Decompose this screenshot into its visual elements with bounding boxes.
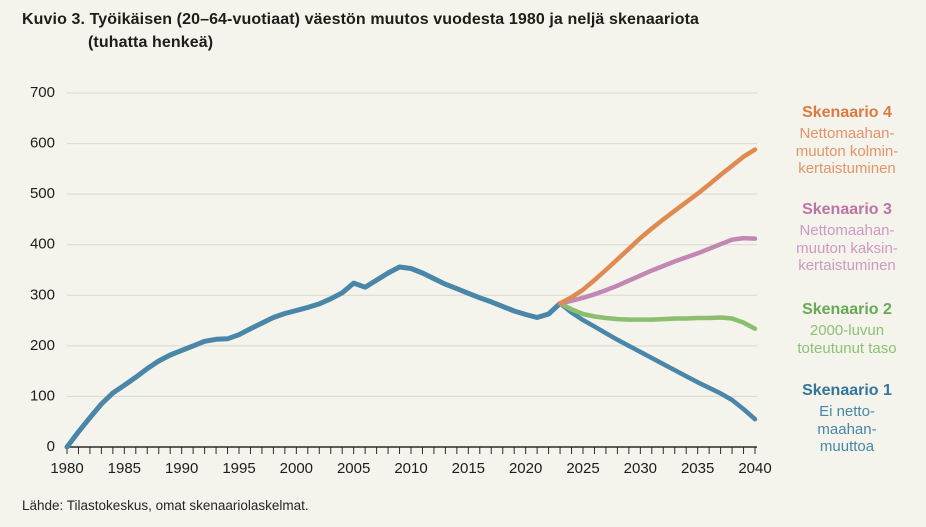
x-tick-label-1985: 1985 (108, 460, 141, 477)
y-tick-label-700: 700 (30, 84, 55, 101)
x-tick-label-2035: 2035 (681, 460, 714, 477)
x-tick-label-2040: 2040 (738, 460, 771, 477)
y-tick-label-300: 300 (30, 286, 55, 303)
legend-skenaario-3: Skenaario 3 Nettomaahan- muuton kaksin- … (768, 200, 926, 275)
y-tick-label-500: 500 (30, 185, 55, 202)
legend-heading: Skenaario 1 (802, 382, 892, 399)
y-tick-label-100: 100 (30, 387, 55, 404)
chart-line-scenario-3 (557, 235, 758, 306)
legend-heading: Skenaario 2 (802, 301, 892, 318)
x-tick-label-2005: 2005 (337, 460, 370, 477)
x-tick-label-2010: 2010 (394, 460, 427, 477)
chart-line-scenario-1 (557, 301, 758, 422)
x-tick-label-2025: 2025 (566, 460, 599, 477)
legend-body: Nettomaahan- muuton kolmin- kertaistumin… (795, 125, 899, 178)
legend-body: Ei netto- maahan- muuttoa (817, 403, 877, 456)
source-note: Lähde: Tilastokeskus, omat skenaariolask… (22, 498, 309, 513)
legend-body: 2000-luvun toteutunut taso (797, 322, 897, 357)
x-tick-label-2000: 2000 (280, 460, 313, 477)
chart-title: Kuvio 3. Työikäisen (20–64-vuotiaat) väe… (22, 8, 699, 54)
x-tick-label-1990: 1990 (165, 460, 198, 477)
x-tick-label-2015: 2015 (452, 460, 485, 477)
chart-title-line2: (tuhatta henkeä) (88, 34, 214, 52)
scenario-legend: Skenaario 4 Nettomaahan- muuton kolmin- … (768, 0, 926, 527)
legend-skenaario-4: Skenaario 4 Nettomaahan- muuton kolmin- … (768, 103, 926, 178)
chart-title-line1: Kuvio 3. Työikäisen (20–64-vuotiaat) väe… (22, 11, 699, 28)
legend-skenaario-2: Skenaario 2 2000-luvun toteutunut taso (768, 300, 926, 357)
x-tick-label-1995: 1995 (222, 460, 255, 477)
legend-heading: Skenaario 4 (802, 104, 892, 121)
y-tick-label-0: 0 (47, 438, 55, 455)
x-tick-label-2030: 2030 (624, 460, 657, 477)
chart-line-history (64, 264, 563, 450)
y-tick-label-200: 200 (30, 337, 55, 354)
y-tick-label-600: 600 (30, 135, 55, 152)
chart-line-scenario-2 (557, 301, 758, 331)
legend-skenaario-1: Skenaario 1 Ei netto- maahan- muuttoa (768, 381, 926, 456)
legend-heading: Skenaario 3 (802, 201, 892, 218)
y-tick-label-400: 400 (30, 236, 55, 253)
legend-body: Nettomaahan- muuton kaksin- kertaistumin… (796, 222, 898, 275)
chart-line-scenario-4 (557, 147, 758, 306)
x-tick-label-1980: 1980 (50, 460, 83, 477)
x-tick-label-2020: 2020 (509, 460, 542, 477)
